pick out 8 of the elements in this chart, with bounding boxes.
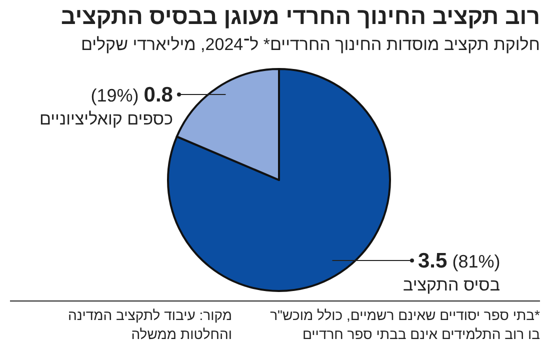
slice-label: בסיס התקציב (403, 276, 500, 295)
slice-label: כספים קואליציוניים (39, 109, 173, 128)
text: מקור: עיבוד לתקציב המדינה והחלטות ממשלה (68, 307, 232, 342)
chart-title: רוב תקציב החינוך החרדי מעוגן בבסיס התקציב (61, 3, 540, 29)
data-label: (19%) 0.8 (90, 83, 174, 106)
text: *בתי ספר יסודיים שאינם רשמיים, כולל מוכש"ר בו רוב התלמידים אינם בבתי ספר חרדיים (270, 307, 541, 342)
chart-subtitle: חלוקת תקציב מוסדות החינוך החרדיים* ל־2024, מיליארדי שקלים (80, 35, 540, 54)
data-label: 3.5 (81%) (418, 250, 500, 273)
